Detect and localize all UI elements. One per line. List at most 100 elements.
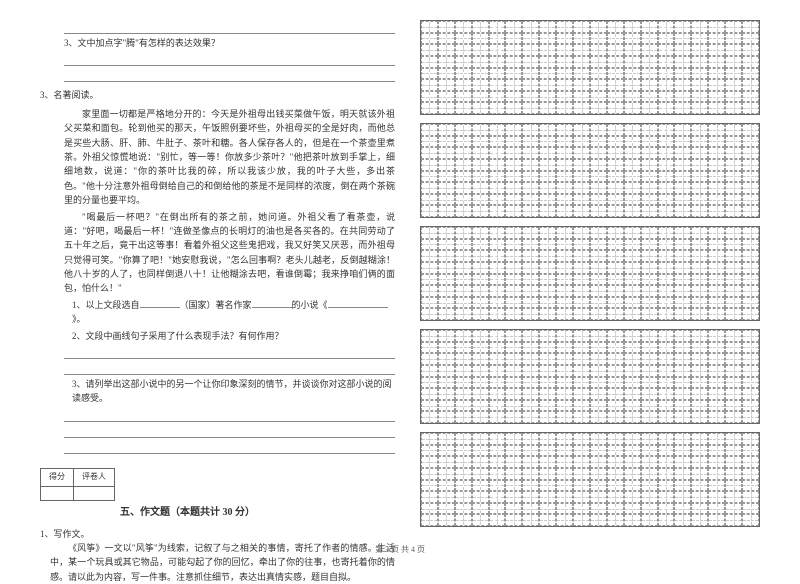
grid-cell xyxy=(624,205,641,217)
grid-cell xyxy=(539,239,556,251)
grid-cell xyxy=(522,456,539,468)
grid-cell xyxy=(725,433,742,445)
grid-cell xyxy=(573,136,590,148)
grid-cell xyxy=(725,456,742,468)
grid-cell xyxy=(573,182,590,194)
grid-cell xyxy=(539,91,556,103)
grid-cell xyxy=(590,102,607,114)
grid-cell xyxy=(641,468,658,480)
grid-cell xyxy=(658,33,675,45)
grid-cell xyxy=(590,56,607,68)
grid-cell xyxy=(489,79,506,91)
grid-cell xyxy=(674,147,691,159)
grid-cell xyxy=(539,468,556,480)
grid-cell xyxy=(708,456,725,468)
grid-cell xyxy=(539,147,556,159)
grid-cell xyxy=(725,365,742,377)
grid-cell xyxy=(573,456,590,468)
grid-cell xyxy=(573,44,590,56)
grid-cell xyxy=(489,182,506,194)
grid-cell xyxy=(691,194,708,206)
grid-cell xyxy=(691,239,708,251)
grid-cell xyxy=(455,91,472,103)
grid-cell xyxy=(505,285,522,297)
grid-cell xyxy=(522,491,539,503)
grid-cell xyxy=(624,159,641,171)
grid-cell xyxy=(725,136,742,148)
grid-cell xyxy=(590,262,607,274)
grid-cell xyxy=(708,503,725,515)
grid-cell xyxy=(556,342,573,354)
grid-cell xyxy=(438,400,455,412)
grid-cell xyxy=(742,91,759,103)
grid-cell xyxy=(742,456,759,468)
grid-cell xyxy=(522,250,539,262)
grid-cell xyxy=(708,388,725,400)
grid-cell xyxy=(556,33,573,45)
grid-cell xyxy=(624,400,641,412)
grid-cell xyxy=(421,205,438,217)
grid-cell xyxy=(641,365,658,377)
grid-cell xyxy=(641,342,658,354)
grid-cell xyxy=(421,491,438,503)
grid-cell xyxy=(624,171,641,183)
answer-blank-line xyxy=(64,440,395,454)
grid-cell xyxy=(607,480,624,492)
grid-cell xyxy=(708,262,725,274)
grid-cell xyxy=(641,21,658,33)
grid-cell xyxy=(472,342,489,354)
grid-cell xyxy=(624,239,641,251)
grid-cell xyxy=(590,491,607,503)
grid-cell xyxy=(691,102,708,114)
grid-cell xyxy=(539,491,556,503)
grid-cell xyxy=(607,400,624,412)
grid-cell xyxy=(590,239,607,251)
grid-cell xyxy=(489,297,506,309)
grid-cell xyxy=(522,182,539,194)
grid-cell xyxy=(472,377,489,389)
grid-cell xyxy=(522,68,539,80)
grid-cell xyxy=(742,308,759,320)
grid-cell xyxy=(522,159,539,171)
grid-cell xyxy=(658,68,675,80)
grid-cell xyxy=(624,365,641,377)
grid-cell xyxy=(489,503,506,515)
sub-q1-text: 》。 xyxy=(72,314,86,324)
grid-cell xyxy=(505,91,522,103)
grid-cell xyxy=(489,239,506,251)
grid-cell xyxy=(455,205,472,217)
grid-cell xyxy=(573,274,590,286)
grid-cell xyxy=(438,433,455,445)
grid-cell xyxy=(522,56,539,68)
grid-cell xyxy=(472,365,489,377)
grid-cell xyxy=(658,330,675,342)
grid-cell xyxy=(607,205,624,217)
question-3-header: 3、名著阅读。 xyxy=(40,88,395,102)
grid-cell xyxy=(725,503,742,515)
grid-cell xyxy=(421,353,438,365)
grid-cell xyxy=(573,514,590,526)
grid-cell xyxy=(556,239,573,251)
grid-cell xyxy=(742,377,759,389)
blank-author xyxy=(252,307,292,308)
grid-cell xyxy=(742,124,759,136)
grid-cell xyxy=(573,194,590,206)
grid-cell xyxy=(421,33,438,45)
grid-cell xyxy=(674,102,691,114)
grid-cell xyxy=(658,274,675,286)
grid-cell xyxy=(522,124,539,136)
grid-cell xyxy=(539,124,556,136)
grid-cell xyxy=(421,250,438,262)
grid-cell xyxy=(556,102,573,114)
grid-cell xyxy=(590,250,607,262)
grid-cell xyxy=(607,44,624,56)
grid-cell xyxy=(641,503,658,515)
grid-cell xyxy=(691,433,708,445)
grid-cell xyxy=(742,388,759,400)
grid-cell xyxy=(590,365,607,377)
grid-cell xyxy=(708,514,725,526)
grid-cell xyxy=(708,124,725,136)
grid-cell xyxy=(539,445,556,457)
grid-cell xyxy=(590,194,607,206)
grid-cell xyxy=(505,182,522,194)
